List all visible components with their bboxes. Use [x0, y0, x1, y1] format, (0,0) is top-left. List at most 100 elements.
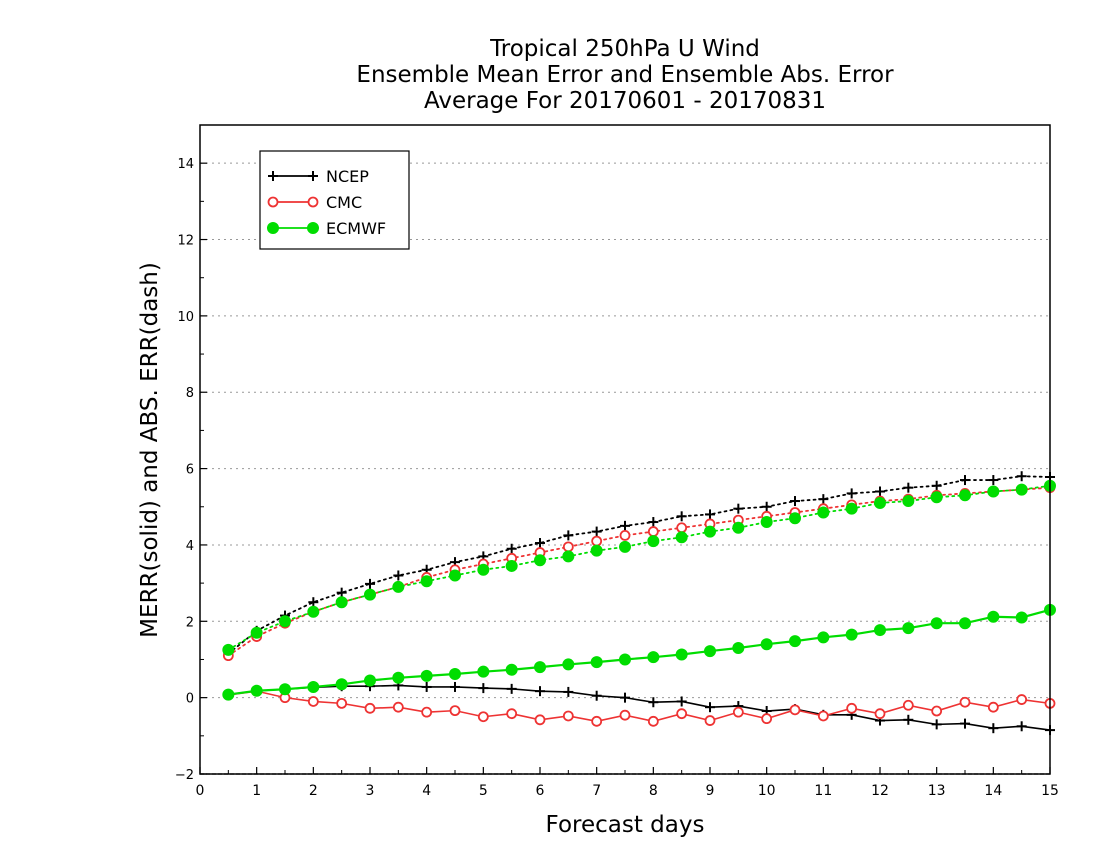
- point-ncep-merr: [421, 681, 432, 692]
- point-ecmwf-abs-err: [364, 588, 376, 601]
- point-ncep-abs-err: [563, 530, 574, 541]
- point-ncep-abs-err: [535, 538, 545, 549]
- point-ncep-abs-err: [1016, 471, 1027, 482]
- x-tick-label: 10: [758, 783, 776, 799]
- chart-title-line-2: Ensemble Mean Error and Ensemble Abs. Er…: [356, 62, 894, 88]
- chart-title-line-1: Tropical 250hPa U Wind: [490, 36, 760, 62]
- point-ncep-abs-err: [393, 570, 404, 581]
- point-ecmwf-abs-err: [222, 643, 235, 656]
- point-ncep-merr: [676, 696, 687, 707]
- legend: NCEP CMC ECMWF: [259, 150, 410, 250]
- x-tick-label: 15: [1041, 783, 1059, 799]
- point-ecmwf-abs-err: [930, 491, 943, 504]
- point-ecmwf-merr: [335, 678, 348, 691]
- series-cmc-abs-err-line: [227, 486, 1051, 657]
- point-ncep-abs-err: [903, 482, 914, 493]
- point-ncep-abs-err: [988, 475, 999, 486]
- chart-title-line-3: Average For 20170601 - 20170831: [423, 88, 827, 114]
- point-ecmwf-merr: [647, 651, 660, 664]
- point-cmc-merr: [959, 696, 971, 708]
- point-ncep-merr: [478, 683, 489, 694]
- point-ecmwf-abs-err: [732, 521, 745, 534]
- x-tick-label: 9: [706, 783, 715, 799]
- point-ecmwf-abs-err: [279, 615, 291, 628]
- legend-marker-cmc: [307, 196, 319, 208]
- point-ecmwf-merr: [307, 680, 320, 693]
- point-ncep-abs-err: [875, 486, 885, 497]
- point-ecmwf-merr: [562, 658, 575, 671]
- y-tick-label: 14: [177, 157, 194, 172]
- point-cmc-merr: [846, 702, 858, 714]
- point-cmc-abs-err: [676, 522, 688, 534]
- legend-label-cmc: CMC: [326, 193, 362, 212]
- point-ncep-merr: [535, 686, 545, 697]
- point-cmc-merr: [336, 697, 348, 709]
- point-ecmwf-merr: [817, 631, 830, 644]
- point-ncep-abs-err: [790, 496, 800, 507]
- series-cmc-merr-line: [228, 690, 1051, 723]
- point-ncep-merr: [1016, 721, 1027, 732]
- point-ecmwf-abs-err: [534, 554, 546, 567]
- point-cmc-merr: [789, 704, 801, 716]
- point-ncep-abs-err: [336, 587, 347, 598]
- point-cmc-abs-err: [647, 526, 659, 537]
- point-ecmwf-merr: [959, 617, 971, 630]
- point-cmc-abs-err: [591, 535, 603, 547]
- x-tick-label: 7: [592, 783, 601, 799]
- point-ncep-merr: [903, 714, 914, 725]
- point-ecmwf-merr: [222, 688, 235, 701]
- y-tick-label: 12: [177, 234, 194, 249]
- point-ecmwf-abs-err: [675, 531, 688, 544]
- point-ncep-abs-err: [846, 488, 857, 499]
- y-tick-label: 4: [186, 539, 194, 554]
- y-tick-label: 6: [186, 463, 194, 478]
- x-tick-label: 12: [871, 783, 889, 799]
- point-ecmwf-abs-err: [619, 540, 631, 553]
- point-ecmwf-abs-err: [987, 485, 1000, 498]
- x-tick-label: 5: [479, 783, 488, 799]
- point-ecmwf-abs-err: [902, 495, 915, 508]
- point-ecmwf-merr: [250, 684, 263, 697]
- point-ncep-merr: [506, 683, 517, 694]
- x-tick-label: 4: [422, 783, 431, 799]
- point-ecmwf-merr: [279, 683, 291, 696]
- point-ncep-merr: [591, 690, 602, 701]
- y-tick-label: 2: [186, 615, 194, 630]
- point-ecmwf-merr: [590, 656, 603, 669]
- y-tick-label: 10: [177, 310, 194, 325]
- point-cmc-merr: [619, 709, 631, 721]
- series-ncep-merr-line: [228, 684, 1051, 731]
- point-ncep-merr: [931, 719, 942, 730]
- point-ecmwf-abs-err: [704, 525, 716, 538]
- point-ecmwf-merr: [732, 642, 745, 655]
- point-ecmwf-merr: [874, 624, 886, 637]
- x-axis-label: Forecast days: [546, 812, 705, 838]
- point-ecmwf-abs-err: [760, 516, 773, 529]
- point-ecmwf-merr: [675, 648, 688, 661]
- x-tick-label: 1: [252, 783, 261, 799]
- point-ecmwf-merr: [477, 665, 490, 678]
- point-cmc-merr: [874, 708, 886, 720]
- point-cmc-merr: [392, 701, 404, 713]
- point-ecmwf-abs-err: [307, 605, 320, 618]
- point-ecmwf-merr: [449, 667, 461, 680]
- point-ecmwf-merr: [930, 617, 943, 630]
- y-tick-label: 0: [186, 692, 194, 707]
- x-tick-label: 11: [814, 783, 832, 799]
- point-cmc-merr: [421, 706, 433, 718]
- point-cmc-merr: [506, 708, 518, 720]
- point-ecmwf-abs-err: [1015, 483, 1028, 496]
- point-cmc-merr: [987, 701, 999, 713]
- point-ecmwf-merr: [704, 645, 716, 658]
- point-ecmwf-merr: [392, 671, 405, 684]
- x-tick-label: 14: [984, 783, 1002, 799]
- point-cmc-merr: [931, 705, 943, 717]
- point-ecmwf-merr: [364, 674, 376, 687]
- point-ncep-abs-err: [761, 501, 772, 512]
- point-ecmwf-abs-err: [392, 580, 405, 593]
- point-ecmwf-merr: [534, 661, 546, 674]
- point-cmc-merr: [364, 702, 376, 714]
- series-ecmwf-merr-line: [228, 608, 1051, 696]
- point-ncep-abs-err: [931, 480, 942, 491]
